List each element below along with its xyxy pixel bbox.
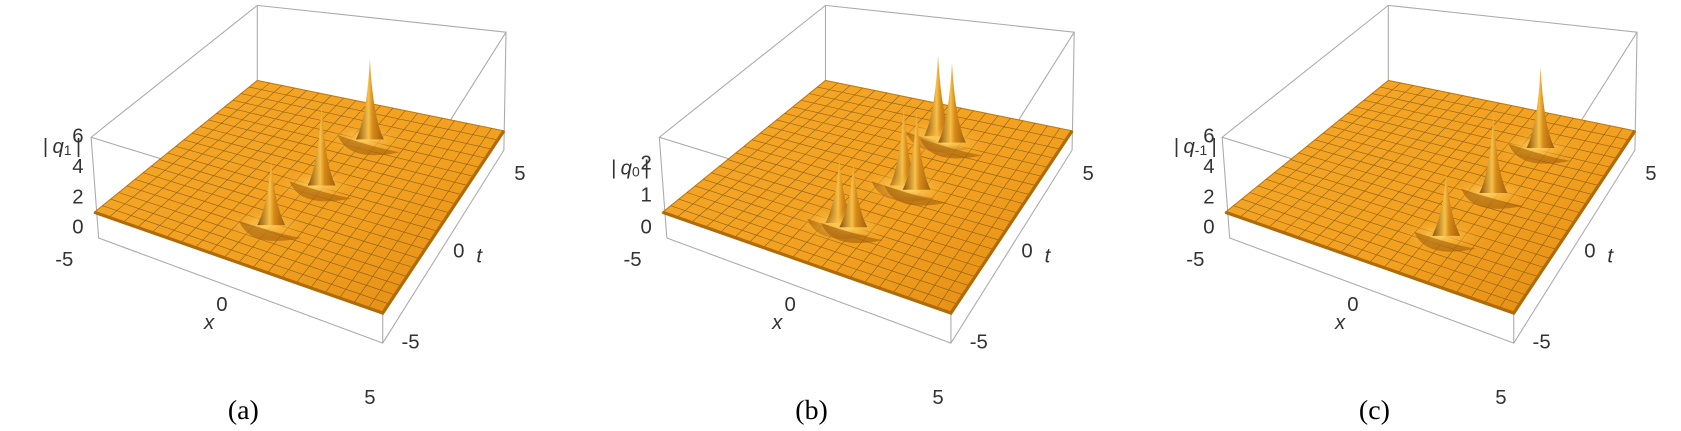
x-axis-label: x: [203, 312, 215, 334]
z-label-part: |: [1212, 136, 1217, 158]
z-label-part: -1: [1195, 142, 1208, 158]
z-axis-label: | q-1 |: [1174, 136, 1217, 158]
t-tick-label: -5: [1533, 331, 1551, 353]
z-tick-label: 1: [640, 185, 651, 207]
panel-caption: (a): [228, 395, 259, 426]
panel-caption: (b): [795, 395, 828, 426]
t-tick-label: 0: [1021, 240, 1032, 262]
x-tick-label: 5: [364, 387, 375, 409]
t-tick-label: 0: [1584, 240, 1595, 262]
z-tick-label: 0: [640, 217, 651, 239]
peak-shadow: [821, 223, 884, 244]
peak: [1432, 171, 1461, 236]
peak: [355, 58, 384, 140]
bounding-box: [658, 4, 1076, 344]
z-tick-label: 2: [1203, 186, 1214, 208]
z-axis-label: | q0 |: [611, 158, 649, 180]
t-tick-label: -5: [402, 331, 420, 353]
t-tick-label: -5: [970, 331, 988, 353]
z-label-part: 1: [64, 142, 72, 158]
peak: [938, 62, 966, 143]
peak: [902, 109, 931, 190]
peak: [257, 160, 286, 226]
z-tick-label: 6: [72, 126, 83, 148]
z-tick-label: 4: [1203, 156, 1214, 178]
peak-shadow: [1508, 143, 1571, 164]
t-axis-label: t: [476, 246, 483, 268]
peak: [307, 105, 336, 186]
z-label-part: |: [1174, 136, 1179, 158]
t-tick-label: 0: [453, 240, 464, 262]
x-tick-label: 5: [932, 387, 943, 409]
x-tick-label: 0: [1347, 294, 1358, 316]
z-tick-label: 4: [72, 156, 83, 178]
peak-shadow: [337, 135, 400, 156]
surface-edge: [662, 129, 1074, 315]
x-axis-label: x: [1334, 312, 1346, 334]
peak-shadow: [1461, 188, 1524, 209]
peak-shadow: [289, 181, 352, 202]
z-label-part: q: [1183, 136, 1195, 158]
x-axis-label: x: [771, 312, 783, 334]
z-tick-label: 6: [1203, 126, 1214, 148]
z-tick-label: 0: [72, 217, 83, 239]
peak-shadow: [239, 220, 302, 241]
peak: [924, 55, 952, 137]
t-axis-label: t: [1607, 246, 1614, 268]
bounding-box: [1221, 4, 1638, 344]
z-label-part: 0: [632, 164, 640, 180]
z-label-part: q: [52, 136, 64, 158]
peak-shadow: [1414, 231, 1477, 252]
x-tick-label: -5: [623, 249, 641, 271]
t-tick-label: 5: [1082, 163, 1093, 185]
x-tick-label: 0: [784, 294, 795, 316]
z-axis-label: | q1 |: [43, 136, 81, 158]
t-tick-label: 5: [1645, 163, 1656, 185]
peak: [1526, 67, 1555, 148]
x-tick-label: 0: [216, 294, 227, 316]
z-label-part: |: [644, 158, 649, 180]
peak-shadow: [884, 185, 947, 206]
bounding-box: [89, 4, 507, 344]
t-tick-label: 5: [514, 163, 525, 185]
z-tick-label: 2: [640, 152, 651, 174]
panel-caption: (c): [1359, 395, 1390, 426]
peak: [1479, 112, 1508, 193]
x-tick-label: -5: [55, 249, 73, 271]
peak-shadow: [919, 138, 983, 159]
x-tick-label: -5: [1186, 249, 1204, 271]
peak: [839, 162, 868, 228]
t-axis-label: t: [1045, 246, 1052, 268]
z-label-part: |: [43, 136, 48, 158]
z-tick-label: 0: [1203, 217, 1214, 239]
z-label-part: q: [621, 158, 633, 180]
peak: [825, 158, 854, 224]
z-label-part: |: [76, 136, 81, 158]
x-tick-label: 5: [1495, 387, 1506, 409]
surface-edge: [93, 129, 506, 315]
z-tick-label: 2: [72, 186, 83, 208]
surface-edge: [1224, 129, 1637, 315]
z-label-part: |: [611, 158, 616, 180]
